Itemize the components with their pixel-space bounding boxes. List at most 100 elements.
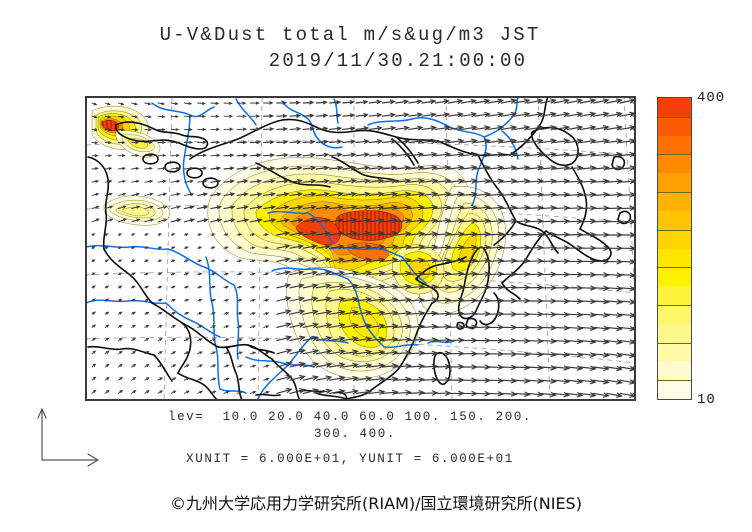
wind-arrow (223, 166, 235, 171)
wind-arrow (236, 272, 243, 276)
wind-arrow (395, 218, 412, 224)
colorbar-band (658, 342, 691, 362)
wind-arrow (513, 378, 531, 384)
wind-arrow (302, 270, 319, 276)
wind-arrow (527, 151, 544, 158)
wind-arrow (210, 114, 220, 118)
map-plot-area (85, 96, 636, 401)
wind-arrow (117, 102, 125, 106)
wind-arrow (487, 151, 505, 158)
wind-arrow (513, 258, 531, 264)
wind-arrow (342, 231, 359, 237)
wind-arrow (355, 283, 373, 289)
wind-arrow (263, 153, 276, 158)
wind-arrow (263, 166, 276, 171)
wind-arrow (408, 376, 426, 383)
wind-arrow (421, 350, 439, 356)
wind-arrow (461, 178, 478, 184)
wind-arrow (249, 101, 260, 105)
wind-arrow (170, 102, 179, 106)
wind-arrow (553, 125, 571, 131)
wind-arrow (329, 205, 345, 210)
wind-arrow (540, 391, 558, 398)
wind-arrow (249, 312, 256, 315)
wind-arrow (434, 297, 452, 303)
colorbar-band (658, 304, 691, 324)
wind-arrow (527, 365, 544, 371)
wind-arrow (210, 153, 221, 157)
wind-arrow (619, 218, 635, 225)
wind-arrow (91, 376, 97, 381)
wind-arrow (249, 218, 263, 223)
wind-arrow (157, 218, 168, 223)
wind-arrow (447, 284, 465, 290)
wind-arrow (289, 309, 306, 315)
wind-arrow (236, 233, 243, 237)
wind-arrow (276, 361, 293, 368)
wind-arrow (104, 115, 112, 119)
wind-arrow (197, 179, 208, 183)
wind-arrow (329, 375, 346, 381)
wind-arrow (117, 298, 123, 302)
wind-arrow (593, 392, 610, 398)
wind-arrow (210, 377, 217, 381)
wind-arrow (461, 271, 479, 277)
wind-arrow (276, 101, 288, 105)
wind-arrow (144, 233, 149, 237)
wind-arrow (263, 312, 270, 315)
wind-arrow (408, 257, 426, 263)
colorbar-band (658, 154, 691, 174)
wind-arrow (276, 114, 288, 118)
wind-arrow (183, 246, 189, 250)
wind-arrow (289, 348, 306, 355)
wind-arrow (170, 390, 177, 394)
wind-arrow (157, 166, 167, 170)
wind-arrow (553, 325, 571, 331)
wind-arrow (355, 362, 373, 369)
wind-arrow (355, 244, 372, 250)
wind-arrow (527, 191, 544, 198)
wind-arrow (144, 179, 154, 183)
wind-arrow (487, 391, 505, 397)
wind-arrow (117, 311, 123, 315)
wind-arrow (236, 140, 248, 145)
wind-arrow (263, 114, 275, 118)
wind-arrow (500, 151, 518, 158)
wind-arrow (170, 272, 176, 276)
wind-arrow (91, 115, 98, 119)
wind-arrow (157, 246, 163, 250)
wind-arrow (540, 205, 558, 211)
wind-arrow (540, 191, 558, 198)
wind-arrow (342, 336, 359, 342)
wind-arrow (408, 165, 425, 171)
wind-arrow (117, 389, 124, 394)
wind-arrow (487, 218, 505, 224)
wind-arrow (408, 204, 426, 211)
wind-arrow (447, 191, 465, 197)
wind-arrow (381, 336, 399, 343)
wind-arrow (170, 325, 177, 328)
wind-arrow (170, 192, 181, 196)
wind-arrow (210, 272, 216, 276)
wind-arrow (553, 338, 571, 344)
wind-arrow (606, 151, 624, 158)
wind-arrow (527, 178, 544, 184)
wind-arrow (329, 218, 345, 223)
wind-arrow (91, 337, 97, 342)
wind-arrow (606, 272, 624, 278)
wind-arrow (157, 233, 163, 237)
wind-arrow (540, 218, 558, 224)
wind-arrow (381, 270, 399, 277)
wind-arrow (606, 165, 624, 171)
wind-arrow (131, 324, 137, 328)
wind-arrow (421, 284, 439, 290)
wind-arrow (461, 98, 478, 104)
wind-arrow (329, 152, 343, 158)
wind-arrow (500, 258, 518, 264)
wind-arrow (329, 296, 346, 302)
wind-arrow (606, 285, 624, 292)
wind-arrow (104, 218, 114, 223)
wind-arrow (315, 375, 333, 381)
wind-arrow (276, 244, 291, 249)
wind-arrow (434, 165, 452, 171)
